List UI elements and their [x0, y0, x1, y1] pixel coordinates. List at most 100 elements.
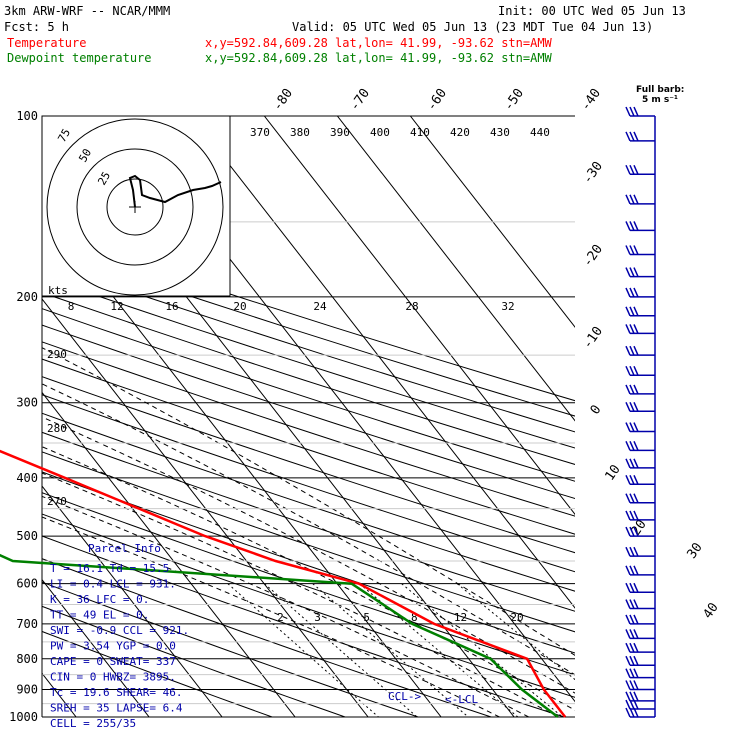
wind-barb-flag [633, 629, 639, 639]
wind-barb-flag [629, 707, 635, 718]
theta-label: 270 [47, 495, 67, 508]
wind-barb-flag [625, 691, 631, 702]
isotherm [42, 391, 296, 717]
speed-label: 16 [165, 300, 178, 313]
theta-label: 280 [47, 422, 67, 435]
mixing-ratio-label: 5 [363, 611, 370, 624]
theta-label: 430 [490, 126, 510, 139]
parcel-stat: PW = 3.54 YGP = 0.0 [50, 640, 176, 653]
wind-barb-flag [629, 441, 635, 451]
mixing-ratio-label: 3 [314, 611, 321, 624]
valid-time: Valid: 05 UTC Wed 05 Jun 13 (23 MDT Tue … [292, 20, 653, 34]
pressure-label: 800 [16, 652, 38, 666]
wind-barb-flag [633, 422, 639, 432]
wind-barb-flag [633, 441, 639, 451]
parcel-stat: Tc = 19.6 SHEAR= 46. [50, 686, 182, 699]
wind-barb-flag [633, 614, 639, 625]
parcel-info-title: Parcel Info [88, 542, 161, 555]
speed-label: 8 [68, 300, 75, 313]
wind-barb-flag [625, 510, 631, 521]
lcl-marker: <-LCL [445, 693, 478, 706]
wind-barb-flag [629, 614, 635, 625]
moist-adiabat [42, 516, 500, 717]
wind-barb-flag [625, 245, 631, 255]
theta-label: 290 [47, 348, 67, 361]
mixing-ratio-line [264, 583, 418, 717]
wind-barb-flag [625, 106, 631, 117]
temperature-profile [0, 449, 567, 718]
wind-barb-flag [633, 699, 639, 710]
wind-barb-flag [625, 287, 631, 298]
wind-barb-flag [633, 164, 639, 175]
moist-adiabat [42, 495, 529, 717]
parcel-stat: TT = 49 EL = 0. [50, 609, 149, 622]
wind-barb-flag [629, 642, 635, 653]
wind-barb-flag [625, 345, 631, 356]
isotherm [409, 116, 575, 328]
wind-barb-flag [629, 680, 635, 690]
wind-barb-flag [629, 629, 635, 639]
wind-barb-flag [625, 458, 631, 469]
model-title: 3km ARW-WRF -- NCAR/MMM [4, 4, 170, 18]
pressure-axis: 100 200 300 400 500 600 700 800 900 1000 [9, 109, 38, 724]
wind-barb-flag [625, 582, 631, 593]
wind-barb-flag [633, 680, 639, 690]
dewpoint-profile [0, 553, 559, 718]
isotherm [263, 116, 575, 516]
wind-barb-flag [629, 365, 635, 376]
wind-barb-flag [625, 546, 631, 557]
wind-barb-flag [625, 699, 631, 710]
pressure-label: 600 [16, 577, 38, 591]
sounding-profiles [0, 449, 567, 718]
hodograph-trace [128, 174, 222, 208]
mixing-ratio-label: 8 [411, 611, 418, 624]
dewpoint-location: x,y=592.84,609.28 lat,lon= 41.99, -93.62… [205, 51, 553, 65]
wind-barb-flag [629, 510, 635, 521]
isotherm-labels: -80 -70 -60 -50 -40 -30 -20 -10 0 10 20 30 40 [270, 86, 722, 622]
pressure-label: 900 [16, 682, 38, 696]
wind-barb-flag [629, 546, 635, 557]
wind-barb-flag [629, 655, 635, 666]
isotherm-label: -80 [270, 86, 296, 114]
wind-barb-flag [625, 365, 631, 376]
wind-barb-flag [625, 599, 631, 609]
mixing-ratio-line [227, 583, 379, 717]
wind-barb-flag [625, 707, 631, 718]
wind-barb-flag [629, 493, 635, 504]
moist-adiabat [42, 446, 575, 711]
wind-barb-flag [629, 474, 635, 485]
wind-barb-flag [633, 365, 639, 376]
wind-barb-flag [625, 680, 631, 690]
wind-barb-flag [629, 422, 635, 432]
wind-barb-flag [633, 267, 639, 277]
wind-legend-unit: 5 m s⁻¹ [642, 95, 678, 105]
mixing-ratio-line [401, 583, 563, 717]
pressure-label: 400 [16, 471, 38, 485]
isotherm-label: -10 [580, 324, 606, 352]
isotherm [0, 116, 3, 717]
wind-barb-flag [633, 582, 639, 593]
wind-barb-flag [633, 691, 639, 702]
wind-barb-flag [625, 565, 631, 576]
wind-barb-flag [625, 306, 631, 317]
inset-frame [41, 115, 231, 297]
wind-barb-flag [633, 402, 639, 412]
parcel-stat: SWI = -0.9 CCL = 921. [50, 624, 189, 637]
isotherm-label: 10 [602, 462, 623, 483]
wind-barb-flag [625, 422, 631, 432]
hodograph-ring-label: 50 [76, 147, 94, 165]
speed-label: 28 [405, 300, 418, 313]
wind-barb-flag [633, 324, 639, 334]
mixing-ratio-line [456, 583, 575, 681]
wind-barb-flag [629, 131, 635, 142]
isotherm-label: -40 [578, 86, 604, 114]
ccl-marker: CCL-> [388, 690, 421, 703]
wind-barb-flag [629, 402, 635, 412]
hodograph-ring [106, 178, 164, 236]
parcel-stat: LI = 0.4 LCL = 931. [50, 578, 176, 591]
mixing-ratio-labels: 2 3 5 8 12 20 [277, 611, 524, 624]
wind-barb-flag [629, 106, 635, 117]
wind-barb-flag [633, 526, 639, 537]
wind-barb-flag [629, 164, 635, 175]
